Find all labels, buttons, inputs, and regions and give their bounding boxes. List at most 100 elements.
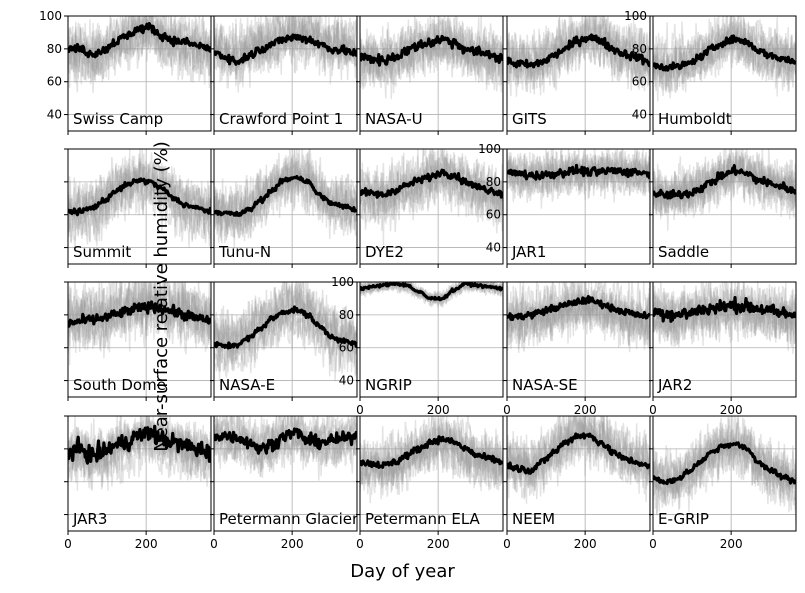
yearly-trace <box>214 416 357 456</box>
station-label: Saddle <box>658 243 709 261</box>
yearly-trace <box>507 16 650 80</box>
yearly-trace <box>68 282 211 353</box>
panel: 0 200 JAR3 <box>64 415 212 551</box>
yearly-trace <box>653 288 796 345</box>
yearly-trace <box>653 289 796 347</box>
y-tick-label: 80 <box>486 175 501 189</box>
mean-series-line <box>507 33 650 69</box>
mean-series-line <box>214 305 357 350</box>
yearly-trace <box>214 16 357 65</box>
yearly-trace <box>653 282 796 335</box>
y-tick-label: 100 <box>624 9 647 23</box>
yearly-trace <box>68 158 211 234</box>
yearly-trace <box>360 428 503 504</box>
x-tick-label: 0 <box>649 403 657 417</box>
yearly-trace <box>507 149 650 192</box>
station-label: NEEM <box>512 510 555 528</box>
mean-series-line <box>653 34 796 72</box>
x-tick-label: 200 <box>427 403 450 417</box>
panel-frame <box>359 281 504 398</box>
yearly-trace <box>507 23 650 97</box>
yearly-trace <box>214 156 357 243</box>
y-tick-label: 80 <box>632 42 647 56</box>
yearly-trace <box>214 282 357 365</box>
station-label: Petermann ELA <box>365 510 481 528</box>
mean-series-line <box>360 435 503 469</box>
panel-frame <box>67 148 212 265</box>
yearly-trace <box>68 19 211 93</box>
panel: 40 60 80 100 Humboldt <box>624 9 797 135</box>
yearly-trace <box>214 151 357 237</box>
panel-frame <box>213 148 358 265</box>
yearly-trace <box>507 149 650 199</box>
station-label: Crawford Point 1 <box>219 110 343 128</box>
mean-series-line <box>360 282 503 302</box>
station-label: NASA-U <box>365 110 423 128</box>
mean-series-line <box>68 22 211 59</box>
panel: GITS <box>503 15 651 135</box>
panel: DYE2 <box>356 148 504 268</box>
station-label: Summit <box>73 243 131 261</box>
yearly-trace <box>653 282 796 341</box>
yearly-trace <box>653 422 796 516</box>
panel: 0 200 NEEM <box>503 415 651 551</box>
yearly-trace <box>68 149 211 227</box>
panel-frame <box>359 15 504 132</box>
yearly-trace <box>507 16 650 79</box>
panel: NASA-U <box>356 15 504 135</box>
mean-series-line <box>214 33 357 66</box>
yearly-trace <box>507 149 650 197</box>
yearly-trace <box>653 16 796 82</box>
yearly-trace <box>68 422 211 491</box>
yearly-trace <box>360 149 503 217</box>
panel: 0 200 Petermann Glacier <box>210 415 359 551</box>
station-label: South Dome <box>73 376 166 394</box>
yearly-trace <box>214 416 357 463</box>
y-tick-label: 60 <box>486 208 501 222</box>
station-label: Petermann Glacier <box>219 510 359 528</box>
panel-frame <box>213 415 358 532</box>
yearly-trace <box>360 25 503 91</box>
mean-series-line <box>68 177 211 217</box>
yearly-trace <box>214 282 357 355</box>
panel-frame <box>506 281 651 398</box>
panel: 0 200 NASA-SE <box>503 281 651 417</box>
mean-series-line <box>68 300 211 328</box>
x-tick-label: 200 <box>720 403 743 417</box>
yearly-trace <box>214 282 357 371</box>
yearly-trace <box>214 306 357 381</box>
x-tick-label: 200 <box>281 537 304 551</box>
panel-frame <box>506 15 651 132</box>
panel: 40 60 80 100 Swiss Camp <box>39 9 212 135</box>
yearly-trace <box>68 416 211 490</box>
y-tick-label: 60 <box>632 75 647 89</box>
panel: Saddle <box>649 148 797 268</box>
yearly-trace <box>507 16 650 84</box>
yearly-trace <box>653 24 796 102</box>
yearly-trace <box>68 149 211 239</box>
station-label: E-GRIP <box>658 510 709 528</box>
y-axis-label: Near-surface relative humidity (%) <box>150 141 172 452</box>
y-tick-label: 100 <box>39 9 62 23</box>
x-tick-label: 200 <box>574 403 597 417</box>
yearly-trace <box>214 16 357 74</box>
x-axis-label: Day of year <box>350 561 455 582</box>
station-label: Humboldt <box>658 110 732 128</box>
panel-frame <box>359 415 504 532</box>
yearly-trace <box>68 16 211 93</box>
panel-frame <box>213 15 358 132</box>
y-tick-label: 40 <box>339 374 354 388</box>
mean-series-line <box>653 296 796 323</box>
panel-frame <box>652 148 797 265</box>
yearly-trace <box>68 416 211 491</box>
mean-series-line <box>68 424 211 465</box>
y-tick-label: 60 <box>339 341 354 355</box>
x-tick-label: 200 <box>135 537 158 551</box>
panel: 0 200 JAR2 <box>649 281 797 417</box>
yearly-trace <box>68 160 211 233</box>
x-tick-label: 200 <box>574 537 597 551</box>
x-tick-label: 0 <box>210 537 218 551</box>
y-tick-label: 100 <box>331 275 354 289</box>
yearly-trace <box>360 427 503 492</box>
x-tick-label: 200 <box>427 537 450 551</box>
